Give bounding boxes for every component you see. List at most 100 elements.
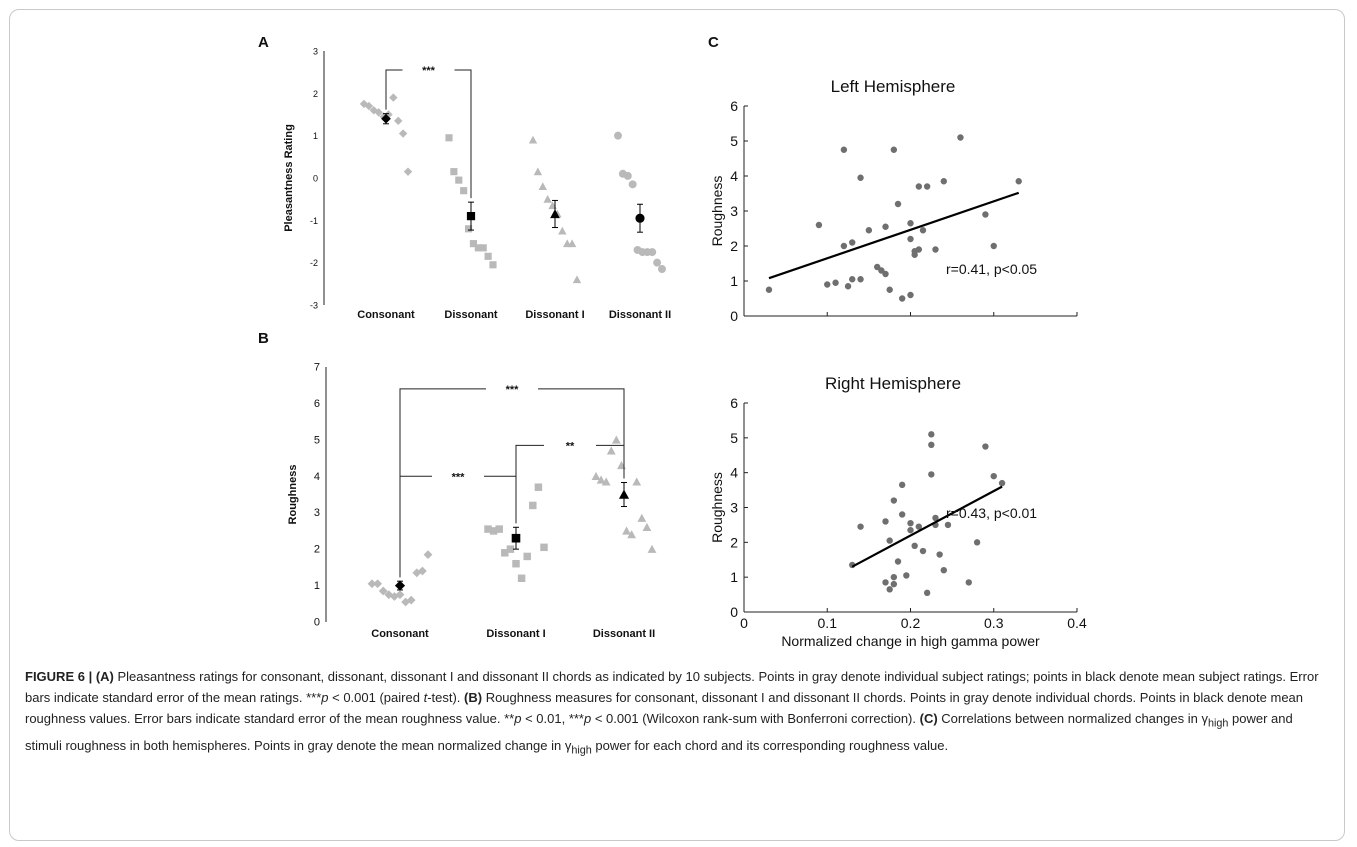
figure-charts: A B C -3 -2 -1 0 1 2 3 Pleasantness Rating Consonan… xyxy=(258,34,1087,649)
panel-a-individual-point xyxy=(450,168,458,176)
panel-b-individual-point xyxy=(418,566,427,576)
panel-b-individual-point xyxy=(517,574,526,583)
panel-b-individual-point xyxy=(378,586,388,596)
panel-b-individual-point xyxy=(622,526,631,535)
panel-c-right-data-point xyxy=(890,580,898,588)
panel-c-right-y-tick-label: 5 xyxy=(730,430,738,446)
panel-label-b: B xyxy=(258,330,269,347)
panel-b-individual-point xyxy=(484,525,492,533)
panel-a-individual-point xyxy=(628,180,637,189)
panel-c-left-data-point xyxy=(882,270,889,278)
caption-text-a: Pleasantness ratings for consonant, diss… xyxy=(25,669,1319,705)
panel-c-left-data-point xyxy=(898,295,906,302)
panel-a-y-tick-label: 3 xyxy=(313,47,318,57)
panel-b-individual-point xyxy=(601,477,611,486)
panel-c-right-y-tick-label: 4 xyxy=(730,465,738,481)
panel-a-individual-point xyxy=(533,167,543,176)
panel-a-individual-point xyxy=(469,240,478,248)
panel-b-significance-label: *** xyxy=(506,384,520,396)
panel-a-category-label: Dissonant I xyxy=(525,309,584,321)
panel-a-individual-point xyxy=(455,176,463,184)
panel-c-left-data-point xyxy=(849,276,856,283)
panel-a-mean-point xyxy=(466,211,476,221)
panel-c-right-data-point xyxy=(928,431,935,438)
panel-c-left-data-point xyxy=(857,174,864,181)
panel-a-mean-point xyxy=(635,213,645,223)
panel-b-category-label: Dissonant II xyxy=(593,628,655,640)
caption-stat-b1-rest: < 0.01, xyxy=(521,711,569,726)
panel-c-left-correlation-annotation: r=0.41, p<0.05 xyxy=(946,261,1037,277)
panel-a-individual-point xyxy=(389,93,398,102)
panel-c-right-regression-line xyxy=(851,485,1003,568)
panel-a-mean-point xyxy=(381,113,391,124)
panel-c-right-x-tick-label: 0 xyxy=(740,615,748,631)
panel-a-individual-point xyxy=(567,239,577,248)
caption-text-c1: Correlations between normalized changes … xyxy=(937,711,1202,726)
panel-c-right-data-point xyxy=(911,542,918,550)
panel-c-right-data-point xyxy=(903,572,910,579)
panel-a-significance-bracket xyxy=(454,69,472,199)
panel-b-y-tick-label: 0 xyxy=(314,617,320,629)
panel-c-left-y-tick-label: 1 xyxy=(730,273,738,289)
caption-stat-a: *** xyxy=(306,690,322,705)
caption-p-a: p xyxy=(321,690,329,705)
panel-c-left-data-point xyxy=(923,183,931,190)
panel-a-y-tick-label: -2 xyxy=(310,258,318,268)
caption-gamma-1: γ xyxy=(1201,711,1208,726)
panel-c-right-data-point xyxy=(907,526,914,534)
panel-c-right-data-point xyxy=(932,514,939,522)
caption-high-1: high xyxy=(1207,717,1229,730)
panel-c-right-data-point xyxy=(919,547,927,555)
caption-p-b2: p xyxy=(584,711,592,726)
panel-c-right-x-tick-label: 0.2 xyxy=(901,615,921,631)
panel-b-category-label: Consonant xyxy=(371,628,429,640)
panel-c-left-data-point xyxy=(907,220,914,227)
panel-b-individual-point xyxy=(523,552,531,561)
panel-a-individual-point xyxy=(359,99,369,109)
caption-p-b1: p xyxy=(514,711,522,726)
panel-a-individual-point xyxy=(572,275,582,284)
panel-c-right-y-tick-label: 1 xyxy=(730,569,738,585)
panel-b-individual-point xyxy=(489,527,498,535)
panel-a-y-tick-label: 1 xyxy=(313,131,318,141)
caption-text-c2: power and stimuli roughness in both hemi… xyxy=(25,711,1293,753)
panel-b-significance-bracket xyxy=(538,388,625,479)
panel-a-individual-point xyxy=(484,252,492,260)
panel-c-right-data-point xyxy=(907,519,914,527)
panel-b-significance-label: ** xyxy=(566,440,575,452)
panel-b-mean-point xyxy=(511,533,521,543)
panel-b-y-axis-label: Roughness xyxy=(287,465,299,525)
panel-c-right-y-tick-label: 6 xyxy=(730,395,738,411)
panel-b-y-tick-label: 7 xyxy=(314,362,320,374)
caption-text-b: Roughness measures for consonant, disson… xyxy=(25,690,1304,726)
panel-c-left-data-point xyxy=(907,235,914,243)
panel-b-individual-point xyxy=(501,549,509,557)
panel-a-individual-point xyxy=(479,244,487,252)
panel-c-right-x-axis-label: Normalized change in high gamma power xyxy=(781,633,1040,649)
panel-b-individual-point xyxy=(591,471,601,481)
panel-b-individual-point xyxy=(596,475,606,484)
panel-c-right-data-point xyxy=(990,472,997,480)
panel-b-individual-point xyxy=(647,544,657,553)
panel-b-individual-point xyxy=(534,483,543,491)
panel-b-mean-point xyxy=(618,489,630,499)
panel-a-individual-point xyxy=(364,101,374,111)
panel-a-y-axis-label: Pleasantness Rating xyxy=(283,124,295,232)
panel-b-y-tick-label: 2 xyxy=(314,544,320,556)
panel-c-right-title: Right Hemisphere xyxy=(825,374,961,393)
panel-b-individual-point xyxy=(367,579,377,589)
panel-c-right-data-point xyxy=(965,579,972,586)
panel-c-left-data-point xyxy=(957,134,964,141)
panel-c-left-data-point xyxy=(1015,178,1022,185)
panel-label-a: A xyxy=(258,34,269,51)
panel-c-left-data-point xyxy=(886,286,893,293)
panel-c-left-data-point xyxy=(940,178,947,185)
panel-c-left-regression-line xyxy=(768,191,1020,280)
panel-a-individual-point xyxy=(558,226,567,235)
panel-c-right-data-point xyxy=(894,558,902,565)
panel-b-mean-point xyxy=(394,580,406,591)
panel-a-y-tick-label: -1 xyxy=(310,216,318,226)
panel-c-left-data-point xyxy=(865,227,873,234)
panel-c-left-data-point xyxy=(882,223,889,230)
panel-c-left-data-point xyxy=(765,286,773,293)
